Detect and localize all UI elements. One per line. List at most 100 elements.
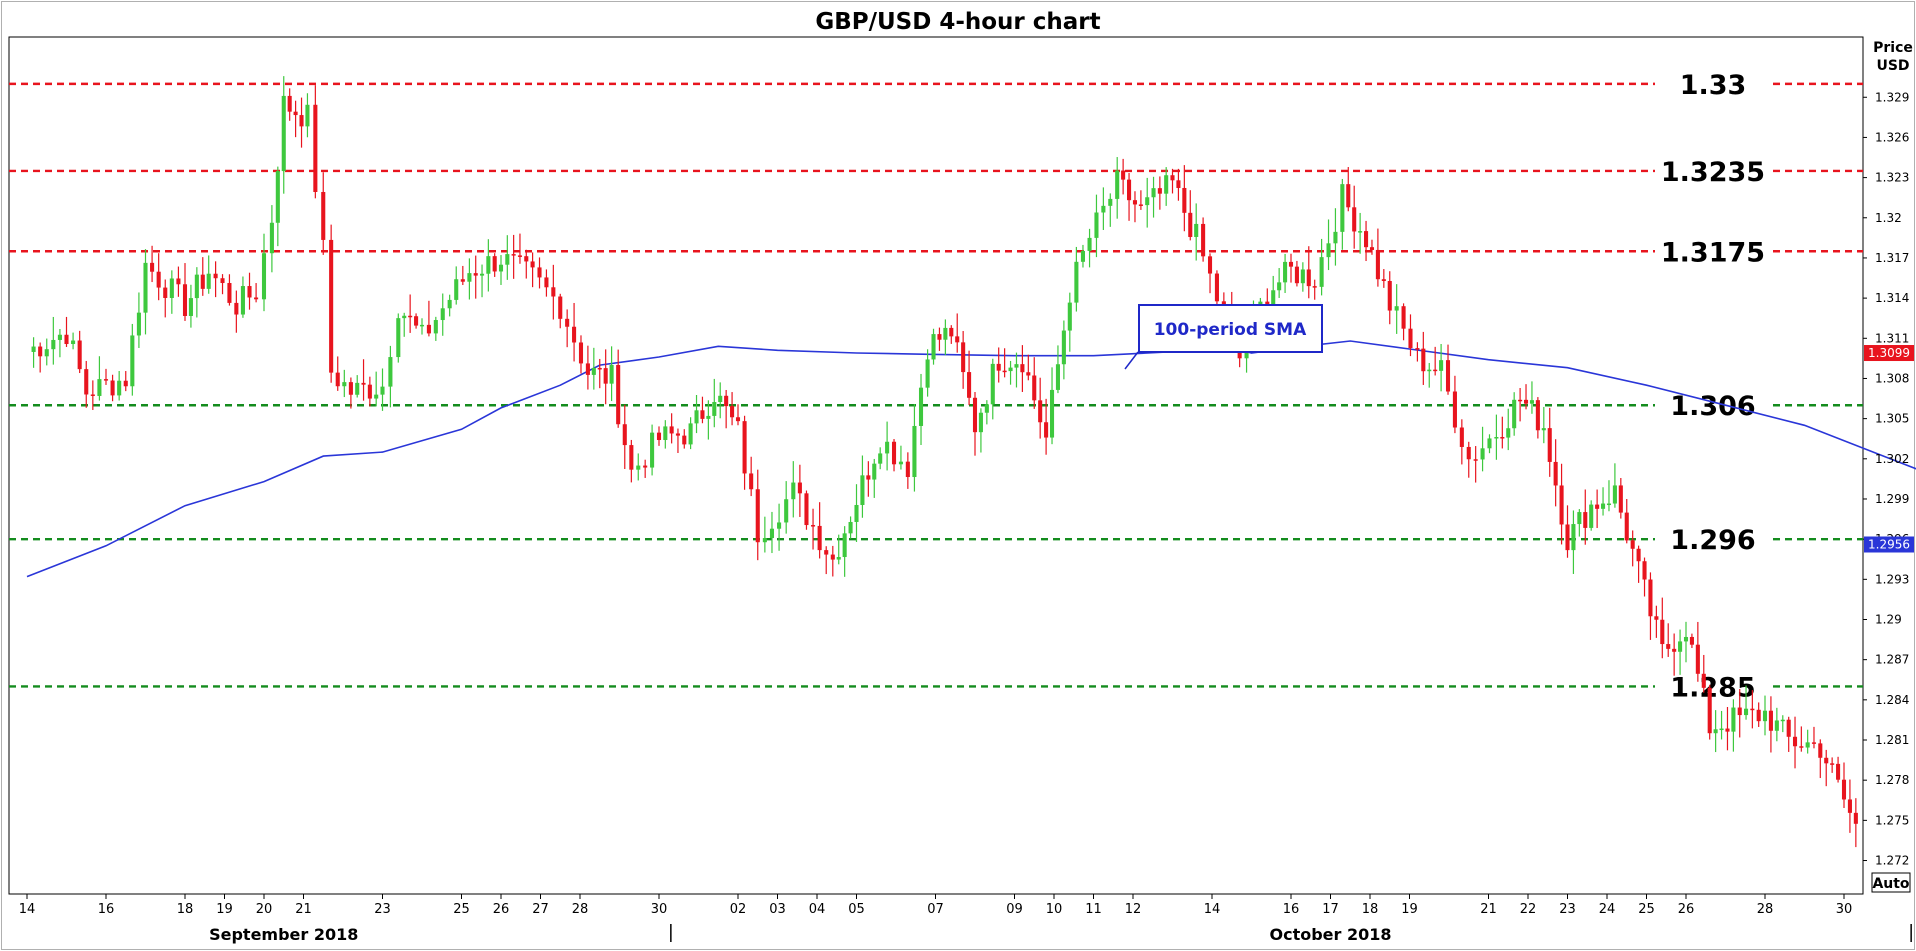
candle-down bbox=[299, 115, 304, 127]
candle-up bbox=[1512, 399, 1517, 429]
x-tick-label: 04 bbox=[809, 902, 826, 917]
x-tick-label: 21 bbox=[295, 902, 312, 917]
candle-down bbox=[335, 372, 340, 387]
candle-up bbox=[872, 463, 877, 480]
candle-up bbox=[885, 441, 890, 454]
candle-up bbox=[694, 410, 699, 424]
candle-up bbox=[1277, 282, 1282, 291]
candle-up bbox=[769, 528, 775, 539]
candle-up bbox=[984, 404, 989, 413]
candle-up bbox=[1194, 223, 1199, 237]
candle-down bbox=[967, 372, 972, 398]
candle-up bbox=[1145, 197, 1150, 206]
candle-down bbox=[234, 302, 239, 315]
candle-down bbox=[643, 465, 648, 468]
sma-callout-label: 100-period SMA bbox=[1154, 320, 1307, 340]
x-tick-label: 03 bbox=[769, 902, 786, 917]
candle-down bbox=[1408, 328, 1413, 349]
x-axis-ticks: 14 16 18 19 20 21 23 25 26 27 28 30 02 03 04 05 07 09 10 11… bbox=[19, 894, 1852, 917]
candle-down bbox=[585, 363, 590, 375]
candle-down bbox=[972, 397, 978, 433]
level-label-1.3235: 1.3235 bbox=[1661, 157, 1765, 188]
candle-up bbox=[1394, 306, 1399, 311]
candle-up bbox=[188, 298, 193, 316]
candle-down bbox=[123, 380, 128, 387]
x-tick-label: 25 bbox=[453, 902, 470, 917]
x-tick-label: 18 bbox=[177, 902, 194, 917]
candle-up bbox=[1094, 212, 1099, 238]
candle-down bbox=[1044, 422, 1049, 438]
candle-down bbox=[669, 426, 674, 434]
candle-up bbox=[1319, 257, 1324, 287]
candle-down bbox=[1841, 779, 1847, 800]
candle-up bbox=[1678, 641, 1683, 652]
y-tick-label: 1.302 bbox=[1875, 452, 1909, 466]
y-tick-label: 1.308 bbox=[1875, 371, 1909, 385]
candle-down bbox=[937, 334, 942, 340]
candle-down bbox=[1381, 279, 1386, 282]
x-tick-label: 10 bbox=[1046, 902, 1063, 917]
candle-up bbox=[1487, 438, 1492, 449]
candle-up bbox=[791, 482, 796, 500]
y-tick-label: 1.278 bbox=[1875, 773, 1909, 787]
candle-down bbox=[1666, 644, 1671, 649]
candle-up bbox=[1108, 198, 1113, 206]
candle-down bbox=[1415, 348, 1420, 350]
auto-scale-button[interactable] bbox=[1871, 872, 1911, 893]
candle-up bbox=[305, 104, 310, 127]
candle-down bbox=[961, 342, 966, 373]
candle-up bbox=[97, 379, 102, 396]
y-tick-label: 1.299 bbox=[1875, 492, 1909, 506]
candle-down bbox=[1445, 360, 1451, 392]
x-tick-label: 02 bbox=[730, 902, 747, 917]
candle-down bbox=[578, 342, 584, 364]
level-label-bg-1.3235 bbox=[1655, 154, 1773, 187]
candle-down bbox=[530, 261, 535, 268]
candle-down bbox=[682, 435, 687, 445]
candle-up bbox=[1333, 231, 1338, 244]
candle-up bbox=[388, 357, 393, 387]
candle-down bbox=[524, 256, 529, 262]
y-tick-label: 1.275 bbox=[1875, 813, 1909, 827]
candle-up bbox=[712, 402, 717, 416]
candle-up bbox=[1606, 503, 1612, 506]
candle-down bbox=[1294, 266, 1299, 284]
candle-down bbox=[1853, 812, 1858, 824]
candle-down bbox=[1642, 561, 1647, 580]
candle-down bbox=[1352, 207, 1357, 232]
candle-down bbox=[1026, 372, 1031, 376]
candle-down bbox=[313, 104, 318, 192]
candle-up bbox=[355, 382, 360, 395]
candle-down bbox=[1201, 223, 1206, 257]
candle-up bbox=[342, 382, 347, 387]
candle-down bbox=[367, 384, 372, 399]
candle-up bbox=[636, 465, 641, 470]
candle-up bbox=[57, 334, 62, 340]
candle-down bbox=[1038, 400, 1043, 423]
x-tick-label: 19 bbox=[1401, 902, 1418, 917]
candle-up bbox=[1358, 231, 1363, 233]
candle-down bbox=[517, 255, 523, 257]
candle-up bbox=[1589, 504, 1594, 528]
candle-down bbox=[551, 287, 556, 297]
candle-up bbox=[931, 334, 936, 360]
level-label-bg-1.306 bbox=[1655, 389, 1773, 422]
x-tick-label: 28 bbox=[1757, 902, 1774, 917]
candle-up bbox=[486, 256, 491, 274]
candle-down bbox=[905, 461, 910, 478]
candle-up bbox=[663, 426, 668, 441]
candle-up bbox=[261, 253, 267, 300]
candle-down bbox=[1768, 710, 1773, 731]
candle-up bbox=[848, 521, 853, 534]
candle-down bbox=[103, 379, 109, 381]
y-tick-label: 1.29 bbox=[1875, 612, 1902, 626]
candle-down bbox=[492, 256, 497, 272]
candle-down bbox=[348, 382, 353, 395]
candle-up bbox=[688, 423, 693, 445]
month-label: September 2018 bbox=[209, 925, 358, 944]
x-tick-label: 22 bbox=[1520, 902, 1537, 917]
candle-up bbox=[143, 262, 148, 313]
candle-down bbox=[1559, 485, 1564, 525]
candle-up bbox=[31, 346, 36, 352]
candle-down bbox=[1176, 180, 1181, 188]
